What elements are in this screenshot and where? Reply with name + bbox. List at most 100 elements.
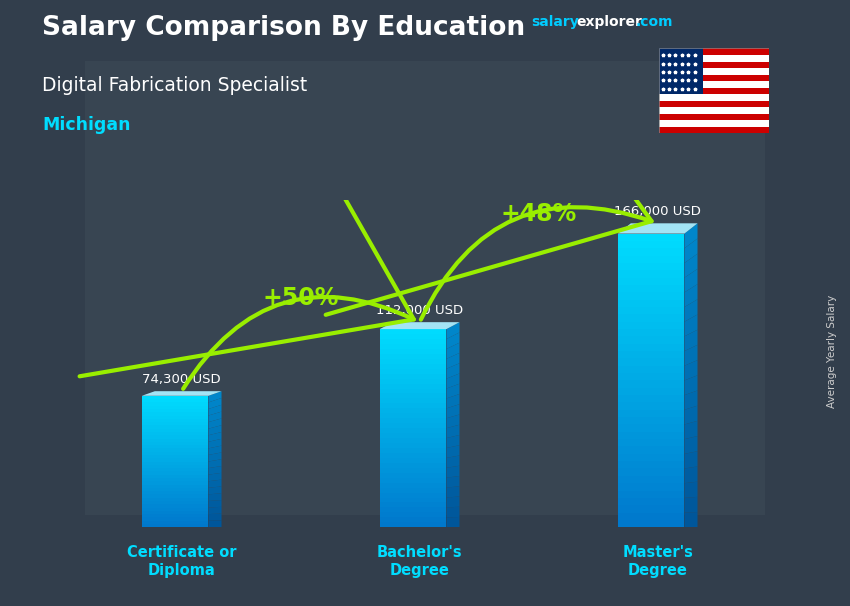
Polygon shape <box>208 453 222 462</box>
Text: .com: .com <box>636 15 673 29</box>
Polygon shape <box>684 254 698 278</box>
Bar <box>380 384 446 388</box>
Bar <box>618 366 684 373</box>
Bar <box>618 454 684 461</box>
Bar <box>380 443 446 448</box>
Bar <box>380 423 446 428</box>
Bar <box>380 512 446 518</box>
Polygon shape <box>208 487 222 494</box>
Polygon shape <box>684 497 698 513</box>
Bar <box>659 68 769 75</box>
Bar <box>618 373 684 381</box>
Polygon shape <box>208 479 222 488</box>
Bar <box>380 502 446 507</box>
Bar <box>142 451 208 455</box>
Polygon shape <box>446 456 460 468</box>
Polygon shape <box>446 363 460 379</box>
Polygon shape <box>142 391 222 396</box>
Bar <box>618 410 684 417</box>
Bar <box>618 381 684 388</box>
Polygon shape <box>208 521 222 527</box>
Bar <box>618 461 684 468</box>
Bar <box>142 501 208 504</box>
Bar <box>659 75 769 81</box>
Bar <box>142 462 208 465</box>
Polygon shape <box>208 425 222 435</box>
Bar <box>142 524 208 527</box>
Bar <box>142 504 208 507</box>
Bar <box>659 88 769 94</box>
Text: Certificate or
Diploma: Certificate or Diploma <box>127 545 236 578</box>
Polygon shape <box>684 467 698 483</box>
Bar <box>618 498 684 505</box>
Bar <box>618 432 684 439</box>
Bar <box>380 408 446 413</box>
Bar <box>142 507 208 511</box>
Bar <box>618 388 684 395</box>
Bar <box>142 439 208 442</box>
Bar <box>659 55 769 62</box>
Polygon shape <box>380 322 460 329</box>
Bar <box>618 395 684 402</box>
Bar <box>380 507 446 512</box>
Text: +50%: +50% <box>263 286 339 310</box>
Bar <box>659 120 769 127</box>
Polygon shape <box>208 459 222 468</box>
Polygon shape <box>446 465 460 478</box>
Bar <box>618 468 684 476</box>
Polygon shape <box>684 299 698 322</box>
Bar <box>618 520 684 527</box>
Bar <box>142 445 208 448</box>
Bar <box>142 432 208 435</box>
Bar <box>618 513 684 520</box>
Polygon shape <box>684 436 698 454</box>
Bar <box>618 417 684 424</box>
Polygon shape <box>446 404 460 418</box>
Bar <box>618 329 684 336</box>
Bar <box>618 322 684 329</box>
Text: Michigan: Michigan <box>42 116 131 135</box>
Polygon shape <box>446 496 460 507</box>
Bar <box>380 334 446 339</box>
Bar <box>380 433 446 438</box>
Polygon shape <box>446 384 460 399</box>
Text: Master's
Degree: Master's Degree <box>622 545 693 578</box>
Polygon shape <box>684 405 698 424</box>
Polygon shape <box>208 473 222 481</box>
Bar <box>142 448 208 451</box>
Polygon shape <box>208 466 222 474</box>
Bar <box>380 488 446 493</box>
Polygon shape <box>446 415 460 428</box>
Bar <box>380 404 446 408</box>
Polygon shape <box>208 411 222 422</box>
Bar <box>380 393 446 399</box>
Bar <box>142 474 208 478</box>
Bar <box>142 428 208 432</box>
Bar <box>142 425 208 428</box>
Bar <box>142 409 208 412</box>
Bar <box>618 248 684 256</box>
Bar <box>380 418 446 423</box>
Polygon shape <box>684 390 698 410</box>
Polygon shape <box>446 517 460 527</box>
Bar <box>142 399 208 402</box>
Polygon shape <box>208 439 222 448</box>
FancyArrowPatch shape <box>326 0 652 320</box>
Bar <box>380 493 446 498</box>
Text: 74,300 USD: 74,300 USD <box>142 373 221 386</box>
Bar <box>618 278 684 285</box>
Bar <box>618 285 684 292</box>
Bar <box>142 491 208 494</box>
Bar <box>142 478 208 481</box>
Text: salary: salary <box>531 15 579 29</box>
Polygon shape <box>208 445 222 455</box>
Bar <box>380 368 446 374</box>
Polygon shape <box>684 451 698 468</box>
Bar <box>142 471 208 474</box>
Bar <box>659 114 769 120</box>
Bar <box>142 521 208 524</box>
Bar <box>659 127 769 133</box>
Bar <box>380 458 446 463</box>
Bar <box>142 416 208 419</box>
Bar <box>618 351 684 358</box>
